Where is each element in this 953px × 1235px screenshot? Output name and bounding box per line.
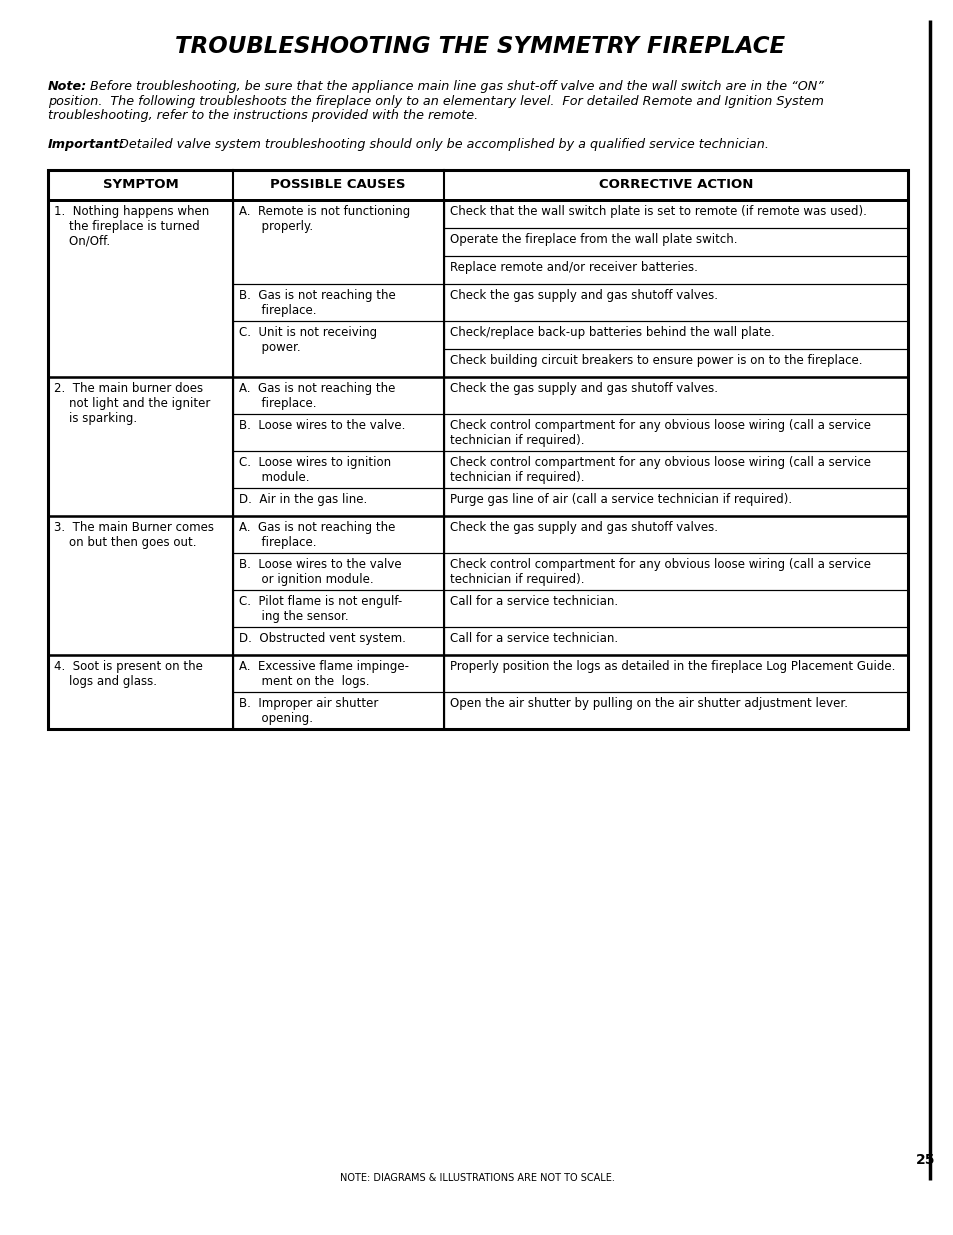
Bar bbox=[443, 228, 907, 256]
Text: Before troubleshooting, be sure that the appliance main line gas shut-off valve : Before troubleshooting, be sure that the… bbox=[82, 80, 823, 93]
Bar bbox=[233, 516, 443, 553]
Text: B.  Loose wires to the valve
      or ignition module.: B. Loose wires to the valve or ignition … bbox=[238, 558, 401, 585]
Text: troubleshooting, refer to the instructions provided with the remote.: troubleshooting, refer to the instructio… bbox=[48, 109, 477, 122]
Bar bbox=[443, 200, 907, 228]
Text: B.  Gas is not reaching the
      fireplace.: B. Gas is not reaching the fireplace. bbox=[238, 289, 395, 317]
Text: CORRECTIVE ACTION: CORRECTIVE ACTION bbox=[598, 179, 752, 191]
Text: Open the air shutter by pulling on the air shutter adjustment lever.: Open the air shutter by pulling on the a… bbox=[449, 697, 846, 710]
Text: Check control compartment for any obvious loose wiring (call a service
technicia: Check control compartment for any obviou… bbox=[449, 558, 870, 585]
Text: C.  Pilot flame is not engulf-
      ing the sensor.: C. Pilot flame is not engulf- ing the se… bbox=[238, 595, 402, 622]
Text: Replace remote and/or receiver batteries.: Replace remote and/or receiver batteries… bbox=[449, 261, 697, 274]
Text: Call for a service technician.: Call for a service technician. bbox=[449, 632, 618, 645]
Text: C.  Unit is not receiving
      power.: C. Unit is not receiving power. bbox=[238, 326, 376, 354]
Text: Call for a service technician.: Call for a service technician. bbox=[449, 595, 618, 608]
Bar bbox=[443, 321, 907, 350]
Bar bbox=[48, 200, 233, 377]
Bar bbox=[233, 377, 443, 414]
Text: Detailed valve system troubleshooting should only be accomplished by a qualified: Detailed valve system troubleshooting sh… bbox=[111, 138, 768, 151]
Bar bbox=[443, 256, 907, 284]
Bar bbox=[48, 516, 233, 655]
Bar bbox=[233, 284, 443, 321]
Text: Note:: Note: bbox=[48, 80, 87, 93]
Text: 1.  Nothing happens when
    the fireplace is turned
    On/Off.: 1. Nothing happens when the fireplace is… bbox=[54, 205, 209, 248]
Bar bbox=[443, 284, 907, 321]
Bar bbox=[233, 488, 443, 516]
Text: D.  Obstructed vent system.: D. Obstructed vent system. bbox=[238, 632, 405, 645]
Text: A.  Gas is not reaching the
      fireplace.: A. Gas is not reaching the fireplace. bbox=[238, 521, 395, 550]
Text: Check the gas supply and gas shutoff valves.: Check the gas supply and gas shutoff val… bbox=[449, 521, 717, 534]
Text: Check control compartment for any obvious loose wiring (call a service
technicia: Check control compartment for any obviou… bbox=[449, 419, 870, 447]
Text: 4.  Soot is present on the
    logs and glass.: 4. Soot is present on the logs and glass… bbox=[54, 659, 203, 688]
Bar bbox=[48, 377, 233, 516]
Bar bbox=[233, 414, 443, 451]
Bar bbox=[443, 516, 907, 553]
Text: Check the gas supply and gas shutoff valves.: Check the gas supply and gas shutoff val… bbox=[449, 382, 717, 395]
Text: Operate the fireplace from the wall plate switch.: Operate the fireplace from the wall plat… bbox=[449, 233, 737, 246]
Text: TROUBLESHOOTING THE SYMMETRY FIREPLACE: TROUBLESHOOTING THE SYMMETRY FIREPLACE bbox=[174, 35, 784, 58]
Bar bbox=[443, 451, 907, 488]
Text: Check building circuit breakers to ensure power is on to the fireplace.: Check building circuit breakers to ensur… bbox=[449, 354, 862, 367]
Text: Check control compartment for any obvious loose wiring (call a service
technicia: Check control compartment for any obviou… bbox=[449, 456, 870, 484]
Text: 2.  The main burner does
    not light and the igniter
    is sparking.: 2. The main burner does not light and th… bbox=[54, 382, 211, 425]
Bar bbox=[233, 692, 443, 729]
Text: Check that the wall switch plate is set to remote (if remote was used).: Check that the wall switch plate is set … bbox=[449, 205, 865, 219]
Bar bbox=[233, 200, 443, 284]
Text: Check/replace back-up batteries behind the wall plate.: Check/replace back-up batteries behind t… bbox=[449, 326, 774, 338]
Bar bbox=[233, 655, 443, 692]
Bar bbox=[233, 590, 443, 627]
Bar bbox=[233, 627, 443, 655]
Text: POSSIBLE CAUSES: POSSIBLE CAUSES bbox=[271, 179, 406, 191]
Text: B.  Loose wires to the valve.: B. Loose wires to the valve. bbox=[238, 419, 405, 432]
Bar bbox=[233, 321, 443, 377]
Bar bbox=[443, 488, 907, 516]
Text: Purge gas line of air (call a service technician if required).: Purge gas line of air (call a service te… bbox=[449, 493, 791, 506]
Bar bbox=[443, 655, 907, 692]
Text: A.  Excessive flame impinge-
      ment on the  logs.: A. Excessive flame impinge- ment on the … bbox=[238, 659, 409, 688]
Text: Important:: Important: bbox=[48, 138, 125, 151]
Bar bbox=[443, 414, 907, 451]
Text: C.  Loose wires to ignition
      module.: C. Loose wires to ignition module. bbox=[238, 456, 391, 484]
Text: 25: 25 bbox=[915, 1153, 935, 1167]
Bar bbox=[48, 170, 907, 729]
Text: A.  Remote is not functioning
      properly.: A. Remote is not functioning properly. bbox=[238, 205, 410, 233]
Bar bbox=[443, 692, 907, 729]
Text: A.  Gas is not reaching the
      fireplace.: A. Gas is not reaching the fireplace. bbox=[238, 382, 395, 410]
Bar bbox=[48, 170, 907, 200]
Text: Check the gas supply and gas shutoff valves.: Check the gas supply and gas shutoff val… bbox=[449, 289, 717, 303]
Bar bbox=[443, 590, 907, 627]
Bar bbox=[443, 377, 907, 414]
Text: 3.  The main Burner comes
    on but then goes out.: 3. The main Burner comes on but then goe… bbox=[54, 521, 213, 550]
Bar bbox=[443, 627, 907, 655]
Text: Properly position the logs as detailed in the fireplace Log Placement Guide.: Properly position the logs as detailed i… bbox=[449, 659, 894, 673]
Bar bbox=[233, 451, 443, 488]
Text: SYMPTOM: SYMPTOM bbox=[103, 179, 178, 191]
Bar bbox=[48, 655, 233, 729]
Text: D.  Air in the gas line.: D. Air in the gas line. bbox=[238, 493, 367, 506]
Text: B.  Improper air shutter
      opening.: B. Improper air shutter opening. bbox=[238, 697, 378, 725]
Bar bbox=[443, 553, 907, 590]
Text: NOTE: DIAGRAMS & ILLUSTRATIONS ARE NOT TO SCALE.: NOTE: DIAGRAMS & ILLUSTRATIONS ARE NOT T… bbox=[339, 1173, 614, 1183]
Bar bbox=[443, 350, 907, 377]
Text: position.  The following troubleshoots the fireplace only to an elementary level: position. The following troubleshoots th… bbox=[48, 95, 823, 107]
Bar bbox=[233, 553, 443, 590]
